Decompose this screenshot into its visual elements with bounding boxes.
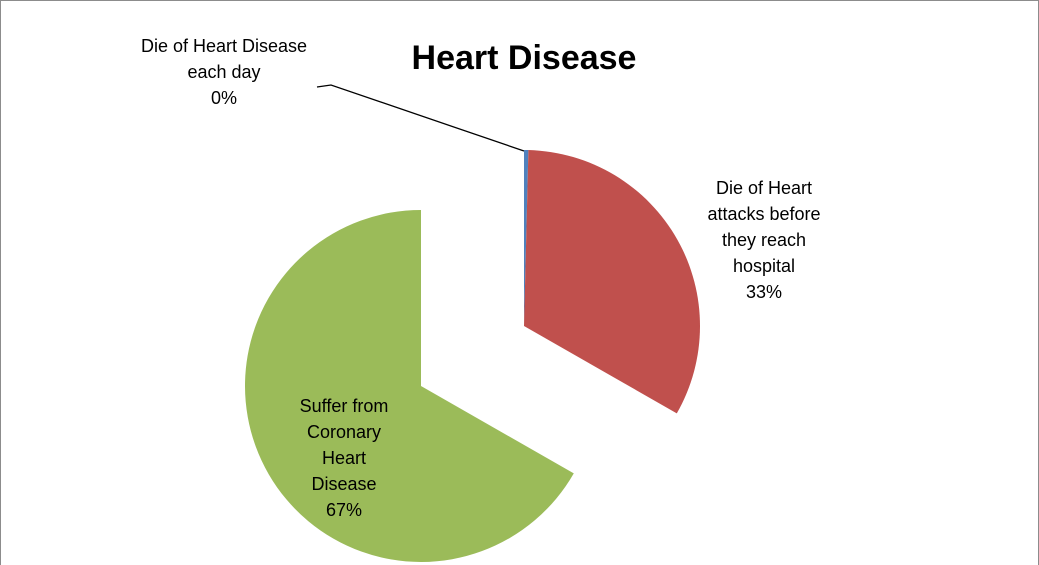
pie-slice (524, 150, 700, 414)
pie-slice (524, 150, 529, 326)
slice-category: Suffer from Coronary Heart Disease (299, 396, 389, 494)
slice-value: 0% (210, 88, 237, 108)
slice-category: Die of Heart Disease each day (140, 36, 308, 82)
pie-slice (245, 210, 574, 562)
slice-label: Die of Heart attacks before they reach h… (689, 175, 839, 305)
slice-value: 33% (745, 282, 783, 302)
slice-label: Suffer from Coronary Heart Disease 67% (294, 393, 394, 523)
chart-title: Heart Disease (411, 39, 637, 77)
slice-value: 67% (325, 500, 363, 520)
slice-category: Die of Heart attacks before they reach h… (707, 178, 821, 276)
slice-label: Die of Heart Disease each day 0% (139, 33, 309, 111)
leader-line (316, 84, 525, 152)
